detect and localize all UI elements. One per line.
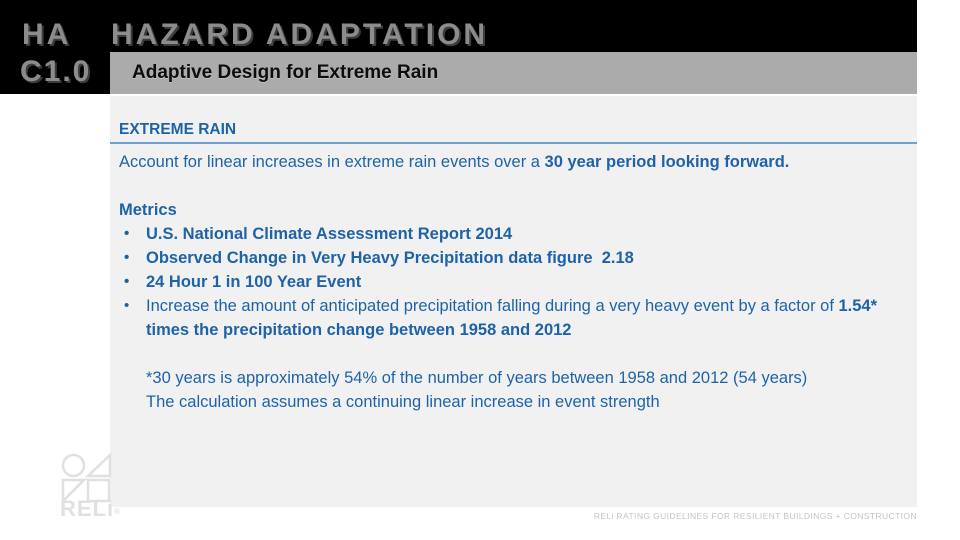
lead-paragraph: Account for linear increases in extreme … (119, 150, 897, 174)
metrics-list: U.S. National Climate Assessment Report … (119, 222, 897, 342)
section-divider (110, 142, 917, 144)
credit-code-number: C1.0 (20, 55, 92, 88)
footnote-line: The calculation assumes a continuing lin… (146, 393, 660, 411)
content-body: EXTREME RAIN Account for linear increase… (110, 96, 917, 414)
metrics-heading: Metrics (119, 201, 177, 219)
list-item: Increase the amount of anticipated preci… (119, 294, 897, 342)
credit-code-prefix: HA (22, 18, 72, 51)
bullet-text-regular: Increase the amount of anticipated preci… (146, 297, 839, 315)
lead-text-regular: Account for linear increases in extreme … (119, 153, 545, 171)
footer-text: RELi RATING GUIDELINES FOR RESILIENT BUI… (593, 511, 917, 521)
logo-corner-triangle (61, 478, 88, 504)
credit-code-block (0, 0, 110, 94)
bullet-text-bold: 1.54* times the precipitation change bet… (146, 297, 882, 339)
footnote: *30 years is approximately 54% of the nu… (146, 366, 897, 414)
logo-roof-triangle (84, 452, 112, 478)
page-title: HAZARD ADAPTATION (111, 18, 489, 51)
list-item: 24 Hour 1 in 100 Year Event (119, 270, 897, 294)
reli-logo-icon (61, 452, 112, 504)
logo-circle (61, 453, 86, 478)
header-band (0, 0, 917, 52)
reli-logo: RELi® (60, 452, 124, 520)
subtitle: Adaptive Design for Extreme Rain (132, 62, 439, 83)
logo-wordmark-text: RELi (60, 496, 115, 521)
bullet-text: U.S. National Climate Assessment Report … (146, 225, 513, 243)
bullet-text: 24 Hour 1 in 100 Year Event (146, 273, 362, 291)
registered-mark: ® (114, 507, 122, 516)
bullet-text: Observed Change in Very Heavy Precipitat… (146, 249, 634, 267)
footnote-line: *30 years is approximately 54% of the nu… (146, 369, 808, 387)
content-panel: EXTREME RAIN Account for linear increase… (110, 96, 917, 507)
subtitle-bar: Adaptive Design for Extreme Rain (110, 52, 917, 94)
logo-wordmark: RELi® (60, 498, 124, 520)
section-title: EXTREME RAIN (119, 121, 237, 138)
list-item: Observed Change in Very Heavy Precipitat… (119, 246, 897, 270)
list-item: U.S. National Climate Assessment Report … (119, 222, 897, 246)
logo-square (86, 478, 111, 503)
lead-text-bold: 30 year period looking forward. (544, 153, 790, 171)
